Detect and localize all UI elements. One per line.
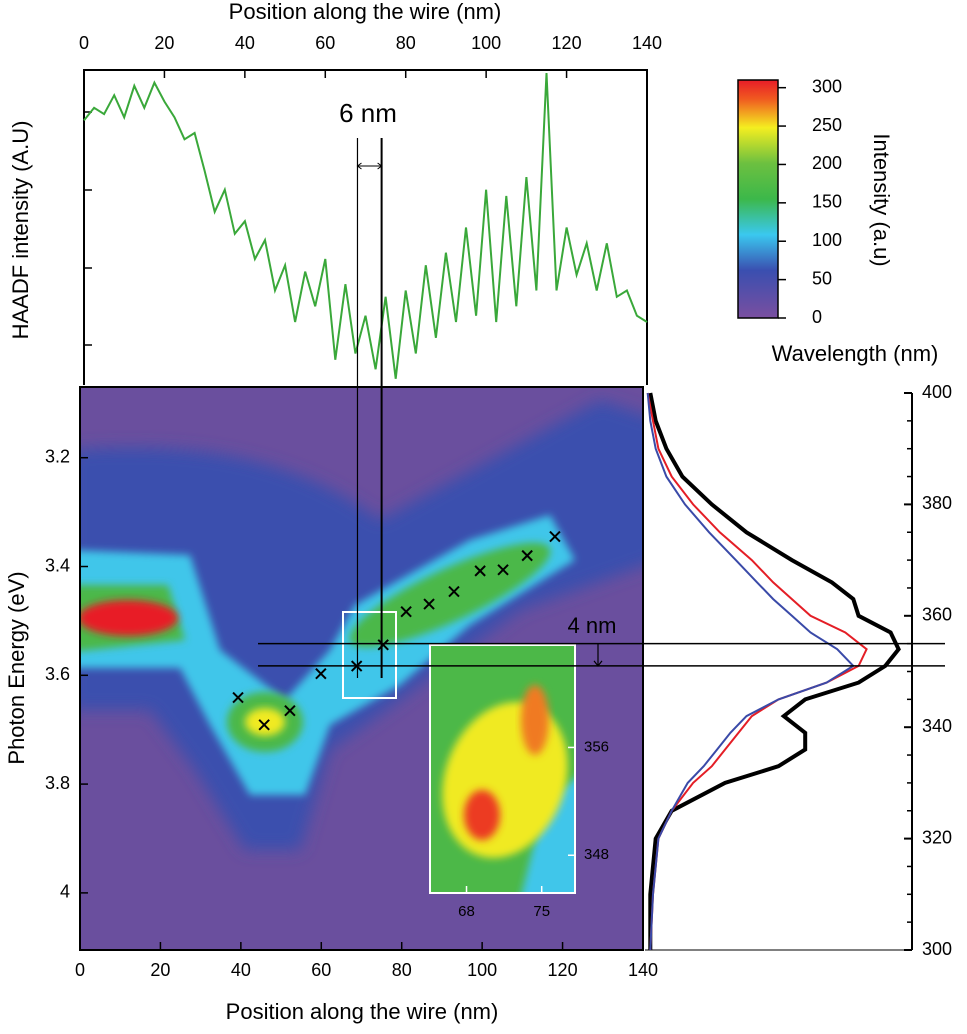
peak-marker bbox=[400, 605, 412, 618]
y-tick-label: 400 bbox=[922, 382, 952, 402]
colorbar-title: Intensity (a.u) bbox=[869, 133, 894, 266]
y-tick-label: 300 bbox=[922, 939, 952, 959]
map-frame bbox=[79, 386, 644, 951]
spectrum-line bbox=[646, 392, 868, 951]
y-tick-label: 340 bbox=[922, 716, 952, 736]
peak-marker bbox=[377, 639, 389, 651]
x-tick-label: 80 bbox=[392, 960, 412, 980]
colorbar-tick-label: 300 bbox=[812, 76, 842, 96]
colorbar-tick-label: 250 bbox=[812, 115, 842, 135]
inset-frame bbox=[429, 644, 576, 894]
x-tick-label: 0 bbox=[75, 960, 85, 980]
inset-y-tick-label: 356 bbox=[584, 738, 609, 755]
y-tick-label: 3.4 bbox=[45, 555, 70, 575]
colorbar-tick-label: 0 bbox=[812, 307, 822, 327]
peak-marker bbox=[315, 667, 327, 680]
y-tick-label: 3.8 bbox=[45, 773, 70, 793]
inset-x-tick-label: 68 bbox=[458, 903, 475, 920]
colorbar-tick-label: 200 bbox=[812, 153, 842, 173]
top-frame bbox=[83, 69, 648, 385]
colorbar bbox=[737, 79, 779, 319]
colorbar-tick-label: 50 bbox=[812, 268, 832, 288]
peak-marker bbox=[423, 598, 435, 610]
y-tick-label: 380 bbox=[922, 493, 952, 513]
y-tick-label: 3.6 bbox=[45, 664, 70, 684]
annotation-6nm: 6 nm bbox=[339, 98, 397, 128]
x-tick-label: 100 bbox=[471, 33, 501, 53]
peak-marker bbox=[258, 719, 270, 731]
x-tick-label: 60 bbox=[311, 960, 331, 980]
x-tick-label: 40 bbox=[231, 960, 251, 980]
arrow bbox=[356, 162, 383, 170]
y-tick-label: 4 bbox=[60, 882, 70, 902]
top-x-axis-title: Position along the wire (nm) bbox=[229, 0, 502, 24]
x-tick-label: 140 bbox=[632, 33, 662, 53]
map-x-axis-title: Position along the wire (nm) bbox=[226, 999, 499, 1024]
spectrum-line bbox=[648, 392, 901, 950]
arrow bbox=[593, 643, 603, 667]
haadf-line bbox=[83, 73, 648, 379]
y-tick-label: 320 bbox=[922, 827, 952, 847]
peak-marker bbox=[474, 565, 486, 577]
x-tick-label: 80 bbox=[396, 33, 416, 53]
peak-marker bbox=[497, 564, 509, 576]
peak-marker bbox=[284, 704, 296, 717]
inset-y-tick-label: 348 bbox=[584, 846, 609, 863]
haadf-y-ticks bbox=[84, 111, 92, 346]
colorbar-tick-label: 150 bbox=[812, 192, 842, 212]
inset-x-tick-label: 75 bbox=[533, 903, 550, 920]
x-tick-label: 0 bbox=[79, 33, 89, 53]
annotation-4nm: 4 nm bbox=[568, 613, 617, 638]
x-tick-label: 20 bbox=[150, 960, 170, 980]
x-tick-label: 20 bbox=[154, 33, 174, 53]
x-tick-label: 140 bbox=[628, 960, 658, 980]
x-tick-label: 120 bbox=[552, 33, 582, 53]
x-tick-label: 40 bbox=[235, 33, 255, 53]
zoom-box bbox=[342, 611, 397, 699]
haadf-y-axis-title: HAADF intensity (A.U) bbox=[8, 121, 33, 340]
peak-marker bbox=[232, 691, 244, 704]
colorbar-tick-label: 100 bbox=[812, 230, 842, 250]
y-tick-label: 360 bbox=[922, 605, 952, 625]
inset-map bbox=[430, 645, 575, 893]
peak-marker bbox=[448, 585, 460, 598]
spectrum-line bbox=[646, 392, 855, 951]
wavelength-axis-title: Wavelength (nm) bbox=[772, 341, 939, 366]
y-tick-label: 3.2 bbox=[45, 446, 70, 466]
peak-marker bbox=[521, 549, 533, 562]
x-tick-label: 100 bbox=[467, 960, 497, 980]
peak-marker bbox=[549, 530, 561, 543]
x-tick-label: 60 bbox=[315, 33, 335, 53]
map-y-axis-title: Photon Energy (eV) bbox=[4, 571, 29, 764]
x-tick-label: 120 bbox=[548, 960, 578, 980]
